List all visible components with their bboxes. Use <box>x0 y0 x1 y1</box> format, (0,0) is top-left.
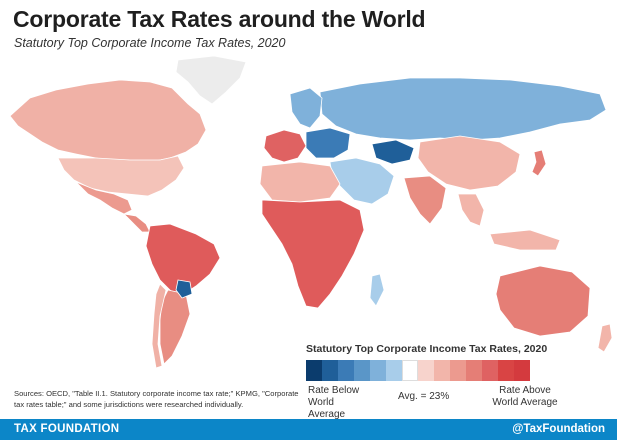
legend-color-scale <box>306 360 546 381</box>
legend-title: Statutory Top Corporate Income Tax Rates… <box>306 343 548 355</box>
region-argentina <box>159 289 191 365</box>
legend-swatch <box>434 360 450 381</box>
region-africa <box>261 199 365 309</box>
region-northern-europe <box>289 87 323 129</box>
region-south-america <box>145 223 221 295</box>
legend-swatch <box>322 360 338 381</box>
region-middle-east <box>329 157 395 205</box>
region-north-america <box>9 79 207 163</box>
legend-swatch <box>482 360 498 381</box>
region-eastern-europe <box>305 127 351 159</box>
region-central-america <box>122 213 151 233</box>
legend-swatch <box>354 360 370 381</box>
region-south-asia <box>403 175 447 225</box>
footer-bar: TAX FOUNDATION @TaxFoundation <box>0 419 617 440</box>
page-subtitle: Statutory Top Corporate Income Tax Rates… <box>14 36 286 50</box>
legend-high-label: Rate Above World Average <box>492 385 558 408</box>
footer-handle[interactable]: @TaxFoundation <box>512 423 605 435</box>
legend-swatch <box>466 360 482 381</box>
region-chile <box>151 283 167 369</box>
legend-swatch <box>498 360 514 381</box>
region-new-zealand <box>597 323 613 353</box>
region-russia <box>319 77 607 141</box>
world-map <box>9 55 613 369</box>
region-china <box>417 135 521 191</box>
region-japan <box>531 149 547 177</box>
legend-swatch <box>418 360 434 381</box>
region-usa <box>57 155 185 197</box>
region-australia <box>495 265 591 337</box>
region-southeast-asia <box>457 193 561 251</box>
legend-swatch <box>386 360 402 381</box>
region-western-europe <box>263 129 307 163</box>
region-mexico <box>75 181 133 215</box>
legend-swatch <box>338 360 354 381</box>
footer-brand: TAX FOUNDATION <box>14 423 120 435</box>
region-greenland <box>175 55 247 105</box>
legend-swatch <box>402 360 418 381</box>
sources-note: Sources: OECD, "Table II.1. Statutory co… <box>14 389 299 409</box>
legend-swatch <box>450 360 466 381</box>
legend-swatch <box>514 360 530 381</box>
region-central-asia <box>371 139 415 165</box>
legend-swatch <box>306 360 322 381</box>
region-north-africa <box>259 161 341 203</box>
page-title: Corporate Tax Rates around the World <box>13 6 426 32</box>
region-madagascar <box>369 273 385 307</box>
legend-low-label: Rate Below World Average <box>308 385 360 420</box>
region-paraguay <box>175 279 193 299</box>
legend-average-label: Avg. = 23% <box>398 391 450 402</box>
legend-swatch <box>370 360 386 381</box>
